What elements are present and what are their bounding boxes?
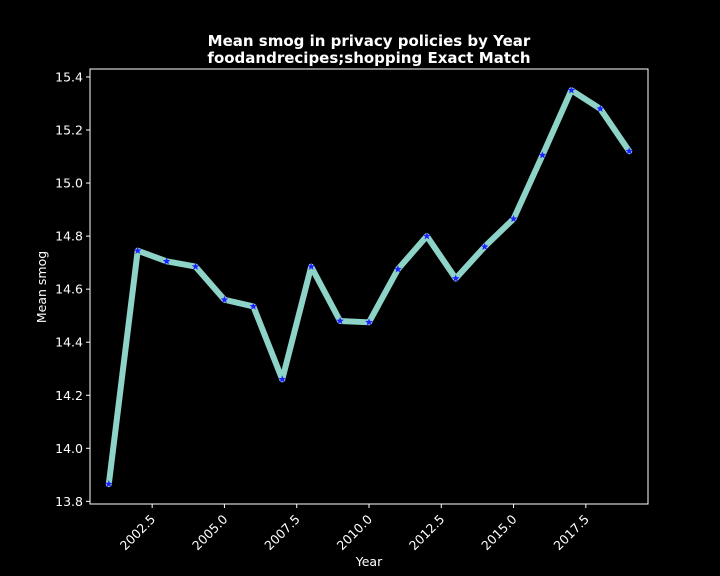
y-tick-label: 15.0 — [55, 176, 83, 191]
data-point-marker — [538, 151, 547, 159]
x-tick-label: 2005.0 — [189, 511, 231, 553]
x-axis-label: Year — [355, 554, 383, 569]
y-tick-label: 14.4 — [55, 335, 83, 350]
x-axis: 2002.5 2005.0 2007.5 2010.0 2012.5 2015.0 2017… — [117, 504, 592, 553]
data-point-marker — [394, 265, 402, 273]
y-tick-label: 14.0 — [55, 441, 83, 456]
data-point-marker — [191, 262, 200, 270]
x-tick-label: 2017.5 — [550, 512, 592, 554]
y-axis: 13.8 14.0 14.2 14.4 14.6 14.8 15.0 15.2 15.4 — [55, 69, 90, 509]
y-tick-label: 14.8 — [55, 229, 83, 244]
data-point-marker — [480, 242, 489, 250]
x-tick-label: 2015.0 — [478, 511, 520, 553]
x-tick-label: 2007.5 — [261, 512, 303, 554]
plot-area — [89, 68, 649, 505]
data-point-marker — [509, 214, 518, 223]
chart-subtitle: foodandrecipes;shopping Exact Match — [207, 49, 530, 67]
plot-frame — [89, 68, 649, 505]
data-point-marker — [365, 318, 373, 326]
data-point-marker — [451, 274, 460, 282]
data-point-marker — [104, 480, 113, 488]
data-point-marker — [133, 246, 142, 254]
data-point-marker — [249, 302, 258, 310]
y-tick-label: 15.2 — [55, 123, 83, 138]
chart-title: Mean smog in privacy policies by Year — [208, 32, 531, 50]
data-point-marker — [278, 375, 287, 383]
y-axis-label: Mean smog — [34, 251, 49, 323]
data-point-marker — [220, 295, 229, 303]
data-point-marker — [567, 86, 576, 94]
data-point-marker — [336, 316, 344, 325]
data-point-marker — [162, 257, 171, 265]
y-tick-label: 15.4 — [55, 69, 83, 84]
x-tick-label: 2010.0 — [334, 511, 376, 553]
y-tick-label: 13.8 — [55, 494, 83, 509]
series-layer — [104, 86, 634, 488]
series-line — [105, 87, 633, 488]
data-point-marker — [307, 262, 315, 270]
data-point-marker — [625, 147, 634, 155]
data-point-marker — [423, 232, 431, 240]
data-point-marker — [596, 104, 605, 113]
y-tick-label: 14.6 — [55, 282, 83, 297]
x-tick-label: 2002.5 — [117, 512, 159, 554]
y-tick-label: 14.2 — [55, 388, 83, 403]
x-tick-label: 2012.5 — [406, 512, 448, 554]
